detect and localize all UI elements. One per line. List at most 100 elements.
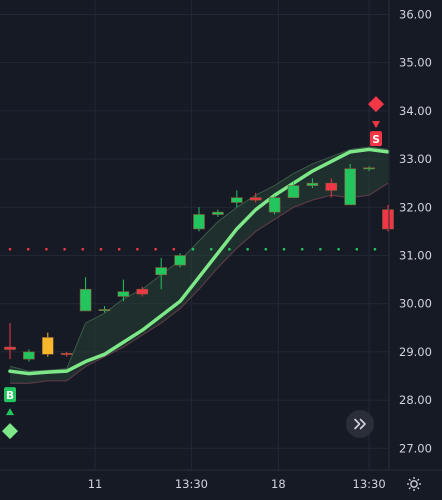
candle bbox=[117, 279, 130, 302]
band-lower-line bbox=[10, 182, 389, 384]
candles bbox=[4, 163, 394, 362]
trailing-dot-red bbox=[154, 247, 157, 251]
candle bbox=[60, 351, 73, 357]
trailing-dot-green bbox=[373, 247, 377, 251]
double-chevron-right-icon bbox=[354, 418, 366, 430]
trailing-dot-green bbox=[191, 247, 195, 251]
candle bbox=[136, 286, 149, 297]
buy-label-text: B bbox=[6, 390, 14, 402]
trailing-dot-red bbox=[172, 247, 176, 251]
price-tick-label: 33.00 bbox=[399, 152, 432, 166]
candle bbox=[231, 190, 243, 208]
sell-label-badge bbox=[370, 131, 382, 147]
trailing-dot-green bbox=[337, 247, 340, 251]
candle bbox=[306, 178, 319, 188]
price-tick-label: 34.00 bbox=[399, 104, 432, 118]
candle-body bbox=[287, 185, 300, 198]
candle bbox=[23, 349, 35, 362]
candle-body bbox=[306, 182, 319, 186]
trailing-dot-red bbox=[63, 247, 66, 251]
candle-body bbox=[193, 214, 205, 230]
buy-diamond bbox=[2, 423, 18, 440]
candle bbox=[344, 163, 357, 206]
settings-gear-icon[interactable] bbox=[407, 477, 421, 491]
trailing-dot-red bbox=[117, 247, 121, 251]
buy-label-badge bbox=[4, 387, 16, 403]
candle-body bbox=[344, 168, 357, 206]
sell-label-text: S bbox=[372, 134, 380, 146]
candle-body bbox=[117, 291, 130, 297]
trailing-dot-green bbox=[228, 247, 231, 251]
trailing-dots bbox=[8, 247, 377, 251]
sell-signal: S bbox=[368, 96, 384, 147]
price-axis[interactable]: 36.00 35.00 34.00 33.00 32.00 31.00 30.00 29.00… bbox=[399, 7, 432, 455]
candle-body bbox=[363, 167, 375, 170]
trailing-dot-red bbox=[136, 247, 139, 251]
candle-body bbox=[212, 211, 224, 215]
trailing-dot-red bbox=[45, 247, 48, 251]
trailing-dot-green bbox=[264, 247, 268, 251]
sell-arrow-down bbox=[372, 121, 380, 129]
time-axis[interactable]: 11 13:30 18 13:30 bbox=[88, 477, 386, 491]
candle bbox=[249, 192, 262, 203]
signals: BS bbox=[2, 96, 384, 440]
price-tick-label: 28.00 bbox=[399, 393, 432, 407]
band-upper-line bbox=[9, 146, 389, 372]
price-tick-label: 31.00 bbox=[399, 248, 432, 262]
candle-body bbox=[136, 288, 149, 295]
trailing-dot-green bbox=[282, 247, 286, 251]
time-tick-label: 11 bbox=[88, 477, 103, 491]
candle bbox=[363, 166, 375, 172]
candle-body bbox=[155, 267, 167, 276]
trailing-dot-red bbox=[81, 247, 85, 251]
candle-body bbox=[79, 288, 92, 312]
trailing-dot-green bbox=[319, 247, 322, 251]
price-tick-label: 27.00 bbox=[399, 441, 432, 455]
candle bbox=[79, 277, 92, 312]
trend-band bbox=[8, 146, 390, 384]
price-tick-label: 29.00 bbox=[399, 345, 432, 359]
trailing-dot-green bbox=[355, 247, 359, 251]
buy-signal: B bbox=[2, 387, 18, 440]
candle-body bbox=[249, 197, 262, 201]
candle-body bbox=[41, 337, 54, 355]
candle bbox=[193, 207, 205, 232]
time-tick-label: 13:30 bbox=[175, 477, 208, 491]
candle-body bbox=[231, 197, 243, 203]
candle bbox=[155, 257, 167, 290]
grid bbox=[0, 0, 389, 470]
candle-body bbox=[382, 209, 394, 230]
trailing-dot-green bbox=[246, 247, 249, 251]
buy-arrow-up bbox=[6, 408, 14, 416]
price-tick-label: 35.00 bbox=[399, 56, 432, 70]
trailing-dot-red bbox=[8, 247, 12, 251]
scroll-to-realtime-button[interactable] bbox=[346, 410, 374, 438]
candle bbox=[287, 180, 300, 198]
candle-body bbox=[174, 255, 186, 266]
time-tick-label: 13:30 bbox=[353, 477, 386, 491]
candle bbox=[212, 209, 224, 217]
trailing-dot-green bbox=[209, 247, 213, 251]
candle-body bbox=[98, 309, 111, 311]
candle bbox=[4, 322, 16, 360]
candle bbox=[41, 332, 54, 357]
candle-body bbox=[325, 182, 338, 191]
sell-diamond bbox=[368, 96, 384, 113]
candle bbox=[268, 195, 281, 215]
candle-body bbox=[23, 351, 35, 360]
price-tick-label: 32.00 bbox=[399, 200, 432, 214]
candle-body bbox=[268, 197, 281, 213]
candle bbox=[325, 178, 338, 198]
candle-body bbox=[60, 353, 73, 355]
time-tick-label: 18 bbox=[271, 477, 286, 491]
candle bbox=[98, 306, 111, 313]
trailing-dot-green bbox=[300, 247, 304, 251]
trend-band-area bbox=[10, 147, 388, 384]
price-tick-label: 30.00 bbox=[399, 297, 432, 311]
candle-body bbox=[4, 346, 16, 350]
price-tick-label: 36.00 bbox=[399, 7, 432, 21]
trailing-dot-red bbox=[26, 247, 30, 251]
candle bbox=[174, 253, 186, 268]
candle bbox=[382, 204, 394, 232]
